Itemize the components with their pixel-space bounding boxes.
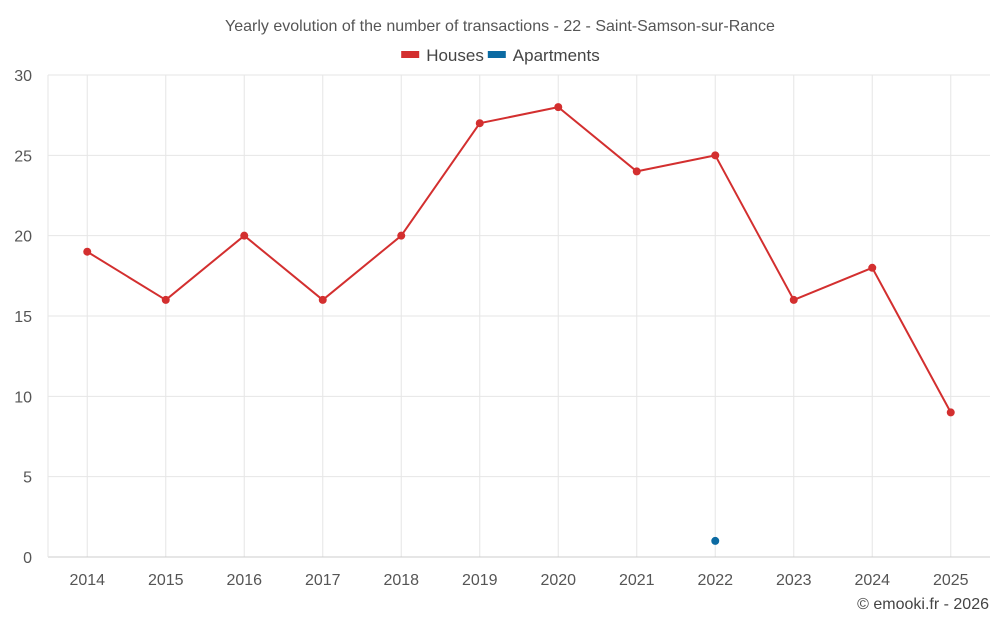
x-tick-label: 2019 — [462, 572, 498, 589]
data-point-houses — [161, 295, 170, 304]
data-point-houses — [554, 103, 563, 112]
y-tick-label: 0 — [23, 550, 32, 567]
data-point-houses — [868, 263, 877, 272]
data-point-houses — [711, 151, 720, 160]
x-tick-label: 2021 — [619, 572, 655, 589]
series-line-houses — [86, 106, 952, 413]
x-axis: 2014 2015 2016 2017 2018 2019 2020 2021 2022 2023… — [69, 572, 968, 589]
y-tick-label: 5 — [23, 470, 32, 487]
data-point-houses — [946, 408, 955, 417]
x-tick-label: 2018 — [383, 572, 419, 589]
data-point-houses — [475, 119, 484, 128]
credit: © emooki.fr - 2026 — [857, 596, 989, 613]
y-axis: 0 5 10 15 20 25 30 — [14, 68, 32, 567]
legend-swatch-apartments — [487, 51, 506, 58]
x-tick-label: 2020 — [540, 572, 576, 589]
x-tick-label: 2023 — [776, 572, 812, 589]
legend: Houses Apartments — [401, 46, 600, 65]
data-point-houses — [397, 231, 406, 240]
grid — [47, 74, 990, 558]
x-tick-label: 2025 — [933, 572, 969, 589]
series-layer — [83, 103, 955, 545]
x-tick-label: 2014 — [69, 572, 105, 589]
legend-label-houses: Houses — [426, 46, 484, 65]
data-point-houses — [632, 167, 641, 176]
data-point-houses — [318, 295, 327, 304]
x-tick-label: 2015 — [148, 572, 184, 589]
legend-swatch-houses — [401, 51, 420, 58]
data-point-houses — [240, 231, 249, 240]
data-point-apartments — [711, 536, 720, 545]
x-tick-label: 2017 — [305, 572, 341, 589]
y-tick-label: 25 — [14, 148, 32, 165]
y-tick-label: 10 — [14, 389, 32, 406]
legend-label-apartments: Apartments — [513, 46, 600, 65]
data-point-houses — [83, 247, 92, 256]
y-tick-label: 15 — [14, 309, 32, 326]
y-tick-label: 20 — [14, 229, 32, 246]
x-tick-label: 2022 — [697, 572, 733, 589]
x-tick-label: 2024 — [854, 572, 890, 589]
data-point-houses — [789, 295, 798, 304]
y-tick-label: 30 — [14, 68, 32, 85]
x-tick-label: 2016 — [226, 572, 262, 589]
chart-title: Yearly evolution of the number of transa… — [225, 18, 775, 35]
